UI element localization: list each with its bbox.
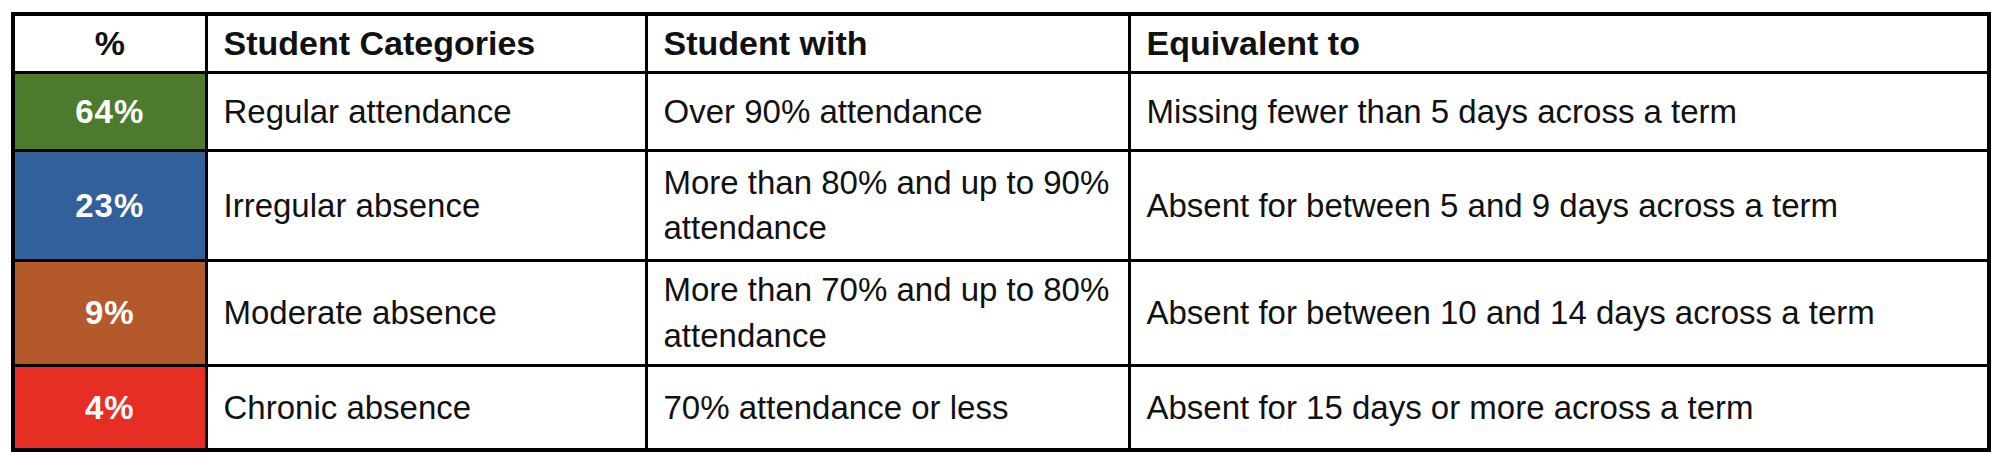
- table-row-moderate-absence: 9% Moderate absence More than 70% and up…: [13, 260, 1989, 365]
- percent-cell: 64%: [13, 72, 206, 150]
- student-with-cell: 70% attendance or less: [646, 365, 1129, 450]
- student-with-cell: More than 70% and up to 80% attendance: [646, 260, 1129, 365]
- header-percent: %: [13, 14, 206, 72]
- table-header-row: % Student Categories Student with Equiva…: [13, 14, 1989, 72]
- header-student-with: Student with: [646, 14, 1129, 72]
- category-cell: Irregular absence: [206, 150, 646, 260]
- equivalent-cell: Absent for between 10 and 14 days across…: [1129, 260, 1989, 365]
- category-cell: Moderate absence: [206, 260, 646, 365]
- percent-cell: 4%: [13, 365, 206, 450]
- category-cell: Regular attendance: [206, 72, 646, 150]
- table-row-regular-attendance: 64% Regular attendance Over 90% attendan…: [13, 72, 1989, 150]
- header-student-categories: Student Categories: [206, 14, 646, 72]
- table-row-chronic-absence: 4% Chronic absence 70% attendance or les…: [13, 365, 1989, 450]
- equivalent-cell: Absent for 15 days or more across a term: [1129, 365, 1989, 450]
- student-with-cell: More than 80% and up to 90% attendance: [646, 150, 1129, 260]
- attendance-categories-table: % Student Categories Student with Equiva…: [11, 12, 1991, 452]
- percent-cell: 23%: [13, 150, 206, 260]
- student-with-cell: Over 90% attendance: [646, 72, 1129, 150]
- percent-cell: 9%: [13, 260, 206, 365]
- equivalent-cell: Missing fewer than 5 days across a term: [1129, 72, 1989, 150]
- header-equivalent-to: Equivalent to: [1129, 14, 1989, 72]
- category-cell: Chronic absence: [206, 365, 646, 450]
- page: % Student Categories Student with Equiva…: [0, 0, 2000, 464]
- equivalent-cell: Absent for between 5 and 9 days across a…: [1129, 150, 1989, 260]
- table-row-irregular-absence: 23% Irregular absence More than 80% and …: [13, 150, 1989, 260]
